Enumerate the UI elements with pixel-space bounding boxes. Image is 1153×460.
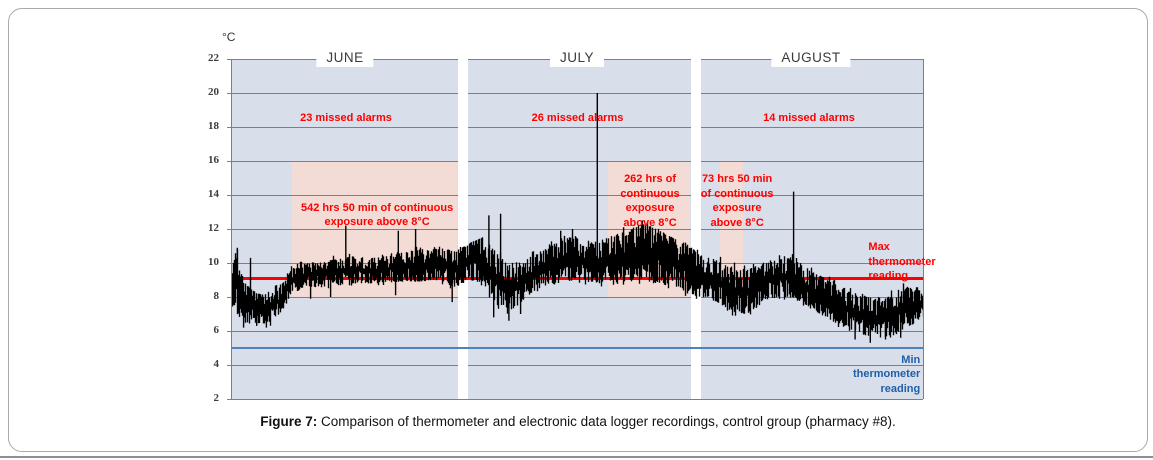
plot-border (231, 59, 232, 399)
missed-alarms-june: 23 missed alarms (300, 111, 392, 124)
gridline (232, 364, 923, 366)
gridline (232, 92, 923, 94)
missed-alarms-august: 14 missed alarms (763, 111, 855, 124)
y-tick-label: 6 (213, 324, 220, 336)
y-tick-label: 8 (213, 290, 220, 302)
y-tick-mark (227, 399, 232, 400)
y-tick-mark (227, 365, 232, 366)
min-thermometer-label: Min thermometer reading (852, 353, 921, 395)
y-tick-label: 2 (213, 392, 220, 404)
exposure-august: 73 hrs 50 min of continuous exposure abo… (700, 173, 774, 229)
gridline (232, 296, 923, 298)
y-tick-label: 10 (208, 256, 219, 268)
y-tick-label: 16 (208, 154, 219, 166)
y-tick-mark (227, 263, 232, 264)
y-axis-unit-label: °C (222, 30, 236, 44)
gridline (232, 126, 923, 128)
y-tick-label: 18 (208, 120, 219, 132)
y-tick-mark (227, 93, 232, 94)
y-tick-mark (227, 229, 232, 230)
y-tick-label: 20 (208, 86, 219, 98)
y-tick-mark (227, 297, 232, 298)
min-thermometer-reading-line (232, 347, 923, 349)
exposure-july: 262 hrs of continuous exposure above 8°C (620, 173, 680, 229)
missed-alarms-july: 26 missed alarms (531, 111, 624, 124)
gridline (232, 160, 923, 162)
figure-caption-text: Comparison of thermometer and electronic… (317, 414, 896, 429)
plot-area: JUNE JULY AUGUST 23 missed alarms 26 missed … (232, 48, 936, 400)
exposure-june: 542 hrs 50 min of continuous exposure ab… (301, 201, 454, 229)
y-tick-label: 12 (208, 222, 219, 234)
max-thermometer-reading-line (232, 276, 923, 280)
page-divider-line (0, 456, 1153, 458)
gridline (232, 262, 923, 264)
figure-caption: Figure 7: Comparison of thermometer and … (8, 414, 1148, 429)
plot-border (923, 59, 924, 399)
gridline (232, 398, 923, 400)
y-tick-label: 4 (213, 358, 220, 370)
figure-caption-label: Figure 7: (260, 414, 318, 429)
max-thermometer-label: Max thermometer reading (868, 241, 936, 283)
y-tick-mark (227, 161, 232, 162)
month-label-june: JUNE (316, 48, 374, 67)
y-tick-mark (227, 331, 232, 332)
month-label-july: JULY (550, 48, 605, 67)
gridline (232, 194, 923, 196)
y-tick-mark (227, 127, 232, 128)
y-tick-label: 22 (208, 52, 219, 64)
y-tick-label: 14 (208, 188, 219, 200)
gridline (232, 330, 923, 332)
y-tick-mark (227, 59, 232, 60)
y-tick-mark (227, 195, 232, 196)
month-label-august: AUGUST (771, 48, 851, 67)
